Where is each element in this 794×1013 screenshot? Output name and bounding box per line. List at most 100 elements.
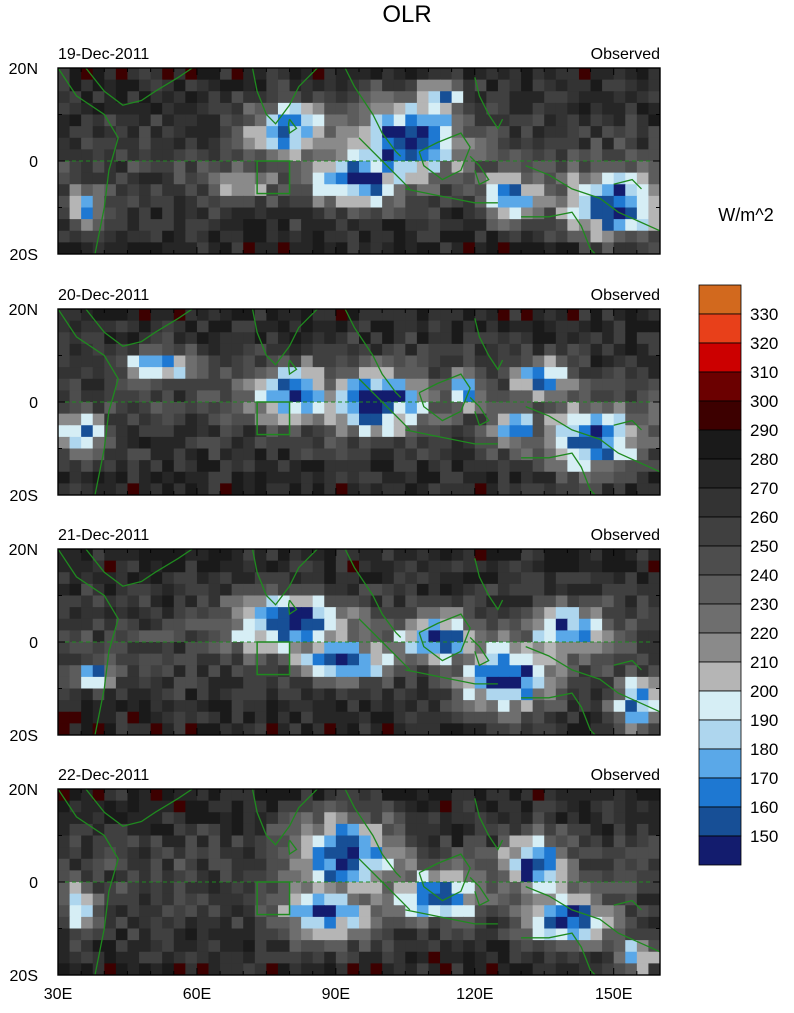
olr-cell <box>301 91 314 104</box>
olr-cell <box>521 79 534 92</box>
olr-cell <box>451 320 464 333</box>
olr-cell <box>150 812 163 825</box>
olr-cell <box>335 916 349 930</box>
olr-cell <box>636 928 650 941</box>
olr-cell <box>69 309 82 322</box>
olr-cell <box>58 378 71 391</box>
olr-cell <box>532 425 545 438</box>
coastline <box>58 68 119 254</box>
olr-cell <box>509 378 522 391</box>
olr-cell <box>150 916 163 930</box>
olr-cell <box>127 114 140 127</box>
olr-cell <box>254 676 267 690</box>
olr-cell <box>636 91 650 104</box>
olr-cell <box>428 79 441 92</box>
olr-cell <box>185 858 198 871</box>
olr-cell <box>590 700 603 713</box>
olr-cell <box>590 723 603 735</box>
coastline <box>525 405 660 473</box>
olr-cell <box>636 195 650 209</box>
olr-cell <box>243 184 256 197</box>
olr-cell <box>243 367 256 380</box>
olr-cell <box>335 940 349 953</box>
olr-cell <box>567 68 580 81</box>
colorbar-swatch <box>698 313 742 344</box>
olr-cell <box>544 172 557 185</box>
olr-cell <box>393 823 406 837</box>
olr-cell <box>486 711 499 724</box>
olr-cell <box>544 665 557 678</box>
olr-cell <box>590 91 603 104</box>
olr-cell <box>301 483 314 495</box>
olr-cell <box>220 79 233 92</box>
olr-cell <box>451 835 464 848</box>
olr-cell <box>509 847 522 860</box>
olr-cell <box>370 676 383 690</box>
olr-cell <box>196 332 210 345</box>
olr-cell <box>359 560 372 573</box>
olr-cell <box>440 940 453 953</box>
olr-cell <box>521 940 534 953</box>
olr-cell <box>173 355 186 368</box>
olr-cell <box>347 665 360 678</box>
olr-cell <box>196 102 210 116</box>
olr-cell <box>602 835 615 848</box>
olr-cell <box>162 126 175 139</box>
olr-cell <box>359 471 372 484</box>
olr-cell <box>312 858 325 871</box>
olr-cell <box>69 882 82 895</box>
olr-cell <box>185 102 198 116</box>
olr-cell <box>382 242 395 254</box>
olr-cell <box>602 219 615 232</box>
olr-cell <box>335 320 349 333</box>
olr-cell <box>463 560 476 573</box>
olr-cell <box>312 320 325 333</box>
olr-cell <box>474 390 487 403</box>
olr-cell <box>312 700 325 713</box>
olr-cell <box>544 436 557 450</box>
olr-cell <box>532 355 545 368</box>
olr-cell <box>208 963 221 975</box>
olr-cell <box>578 789 592 802</box>
olr-cell <box>92 630 105 643</box>
olr-cell <box>81 425 94 438</box>
olr-cell <box>81 823 94 837</box>
olr-cell <box>115 471 129 484</box>
coastline <box>474 77 504 130</box>
olr-cell <box>463 583 476 597</box>
olr-cell <box>185 595 198 608</box>
olr-cell <box>416 172 430 185</box>
olr-cell <box>173 172 186 185</box>
index-box <box>256 881 291 916</box>
olr-cell <box>347 595 360 608</box>
olr-cell <box>81 723 94 735</box>
olr-cell <box>127 688 140 701</box>
olr-cell <box>289 172 302 185</box>
olr-cell <box>162 723 175 735</box>
olr-cell <box>532 219 545 232</box>
olr-cell <box>208 343 221 357</box>
olr-cell <box>324 320 337 333</box>
olr-cell <box>532 560 545 573</box>
olr-cell <box>139 367 152 380</box>
olr-cell <box>347 195 360 209</box>
olr-cell <box>104 951 117 964</box>
olr-cell <box>139 102 152 116</box>
olr-cell <box>208 549 221 562</box>
olr-cell <box>196 723 210 735</box>
olr-cell <box>382 471 395 484</box>
olr-cell <box>416 320 430 333</box>
olr-cell <box>544 355 557 368</box>
olr-cell <box>220 905 233 918</box>
olr-cell <box>382 149 395 162</box>
olr-cell <box>208 114 221 127</box>
olr-cell <box>636 723 650 735</box>
olr-cell <box>196 882 210 895</box>
olr-cell <box>463 928 476 941</box>
olr-cell <box>370 928 383 941</box>
olr-cell <box>139 184 152 197</box>
olr-cell <box>173 595 186 608</box>
olr-cell <box>474 343 487 357</box>
olr-cell <box>347 893 360 906</box>
olr-cell <box>162 812 175 825</box>
